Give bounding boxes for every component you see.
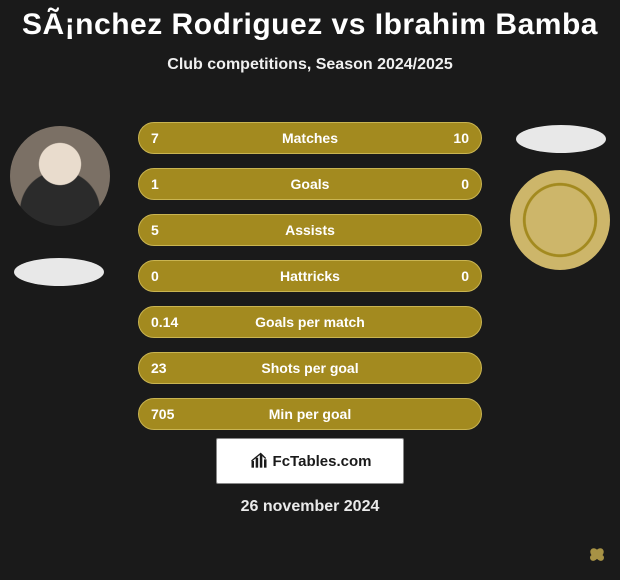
stat-right-value [457, 399, 481, 431]
player-right-team-badge [516, 125, 606, 153]
stat-label: Goals [139, 169, 481, 201]
stat-row: 1 Goals 0 [138, 168, 482, 200]
stat-label: Matches [139, 123, 481, 155]
stat-row: 705 Min per goal [138, 398, 482, 430]
fctables-logo: FcTables.com [216, 438, 404, 484]
stat-row: 0.14 Goals per match [138, 306, 482, 338]
logo-text: FcTables.com [273, 453, 372, 470]
stat-right-value [457, 353, 481, 385]
page-title: SÃ¡nchez Rodriguez vs Ibrahim Bamba [0, 0, 620, 42]
stat-label: Shots per goal [139, 353, 481, 385]
stat-row: 5 Assists [138, 214, 482, 246]
stat-label: Hattricks [139, 261, 481, 293]
subtitle: Club competitions, Season 2024/2025 [0, 56, 620, 74]
stat-right-value: 0 [449, 261, 481, 293]
stat-row: 0 Hattricks 0 [138, 260, 482, 292]
stat-right-value [457, 215, 481, 247]
stat-right-value: 10 [441, 123, 481, 155]
stat-row: 23 Shots per goal [138, 352, 482, 384]
butterfly-icon [586, 546, 608, 568]
stat-right-value: 0 [449, 169, 481, 201]
player-right-avatar [510, 170, 610, 270]
stat-label: Assists [139, 215, 481, 247]
stat-right-value [457, 307, 481, 339]
stat-label: Goals per match [139, 307, 481, 339]
player-left-team-badge [14, 258, 104, 286]
chart-bars-icon [249, 451, 269, 471]
stat-label: Min per goal [139, 399, 481, 431]
stats-container: 7 Matches 10 1 Goals 0 5 Assists 0 Hattr… [138, 122, 482, 444]
player-left-avatar [10, 126, 110, 226]
date-label: 26 november 2024 [0, 498, 620, 516]
stat-row: 7 Matches 10 [138, 122, 482, 154]
